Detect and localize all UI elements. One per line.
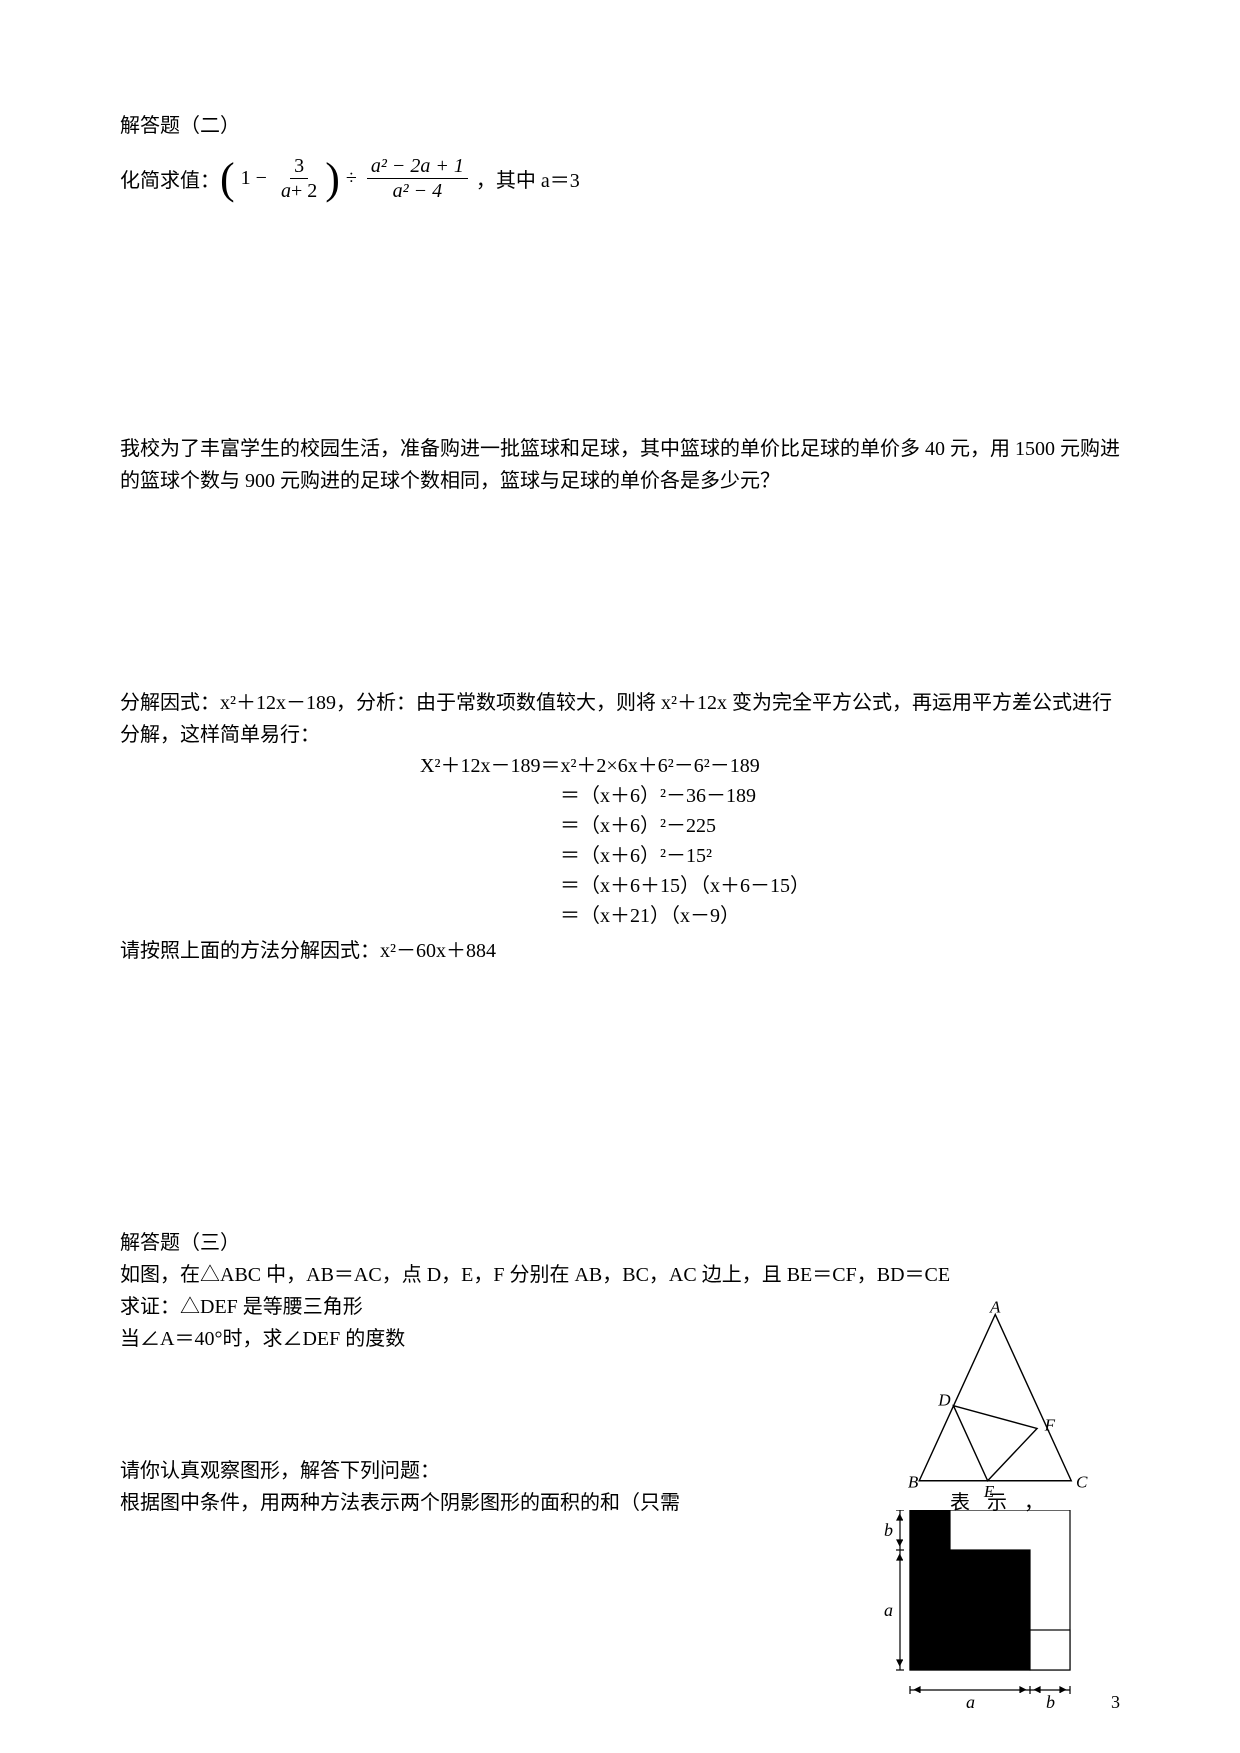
sq-lbl-b1: b <box>884 1520 893 1540</box>
q3-ask: 请按照上面的方法分解因式：x²－60x＋884 <box>120 935 1120 967</box>
q1-expression: 化简求值： ( 1 − 3 a+ 2 ) ÷ a² − 2a + 1 a² − … <box>120 154 1120 203</box>
q1-frac2-num: a² − 2a + 1 <box>367 154 468 179</box>
q1-suffix: ，其中 a＝3 <box>476 164 580 193</box>
figure-square: b a a b <box>870 1510 1100 1725</box>
q3-line2: ＝（x＋6）²－36－189 <box>120 781 1120 811</box>
s3-line5a: 根据图中条件，用两种方法表示两个阴影图形的面积的和（只需 <box>120 1492 680 1514</box>
q1-frac1: 3 a+ 2 <box>277 154 321 203</box>
q1-div: ÷ <box>346 167 357 190</box>
q3-line5: ＝（x＋6＋15）（x＋6－15） <box>120 871 1120 901</box>
sq-lbl-a1: a <box>884 1600 893 1620</box>
figure-triangle: A B C D F E <box>905 1300 1095 1505</box>
sq-lbl-b2: b <box>1046 1692 1055 1712</box>
q3-intro: 分解因式：x²＋12x－189，分析：由于常数项数值较大，则将 x²＋12x 变… <box>120 687 1120 751</box>
s3-line1: 如图，在△ABC 中，AB＝AC，点 D，E，F 分别在 AB，BC，AC 边上… <box>120 1259 1120 1291</box>
q3-line6: ＝（x＋21）（x－9） <box>120 901 1120 931</box>
q1-frac2-den: a² − 4 <box>389 179 447 203</box>
q2-text: 我校为了丰富学生的校园生活，准备购进一批篮球和足球，其中篮球的单价比足球的单价多… <box>120 433 1120 497</box>
lbl-F: F <box>1044 1415 1056 1434</box>
q1-frac1-den: a+ 2 <box>277 179 321 203</box>
lbl-B: B <box>908 1472 919 1491</box>
lbl-D: D <box>937 1391 951 1410</box>
lbl-C: C <box>1076 1472 1088 1491</box>
paren-right: ) <box>325 157 340 201</box>
lbl-E: E <box>983 1482 995 1500</box>
q1-prefix: 化简求值： <box>120 164 220 193</box>
q1-frac1-num: 3 <box>290 154 308 179</box>
page-number: 3 <box>1111 1692 1120 1713</box>
q3-line3: ＝（x＋6）²－225 <box>120 811 1120 841</box>
q1-frac2: a² − 2a + 1 a² − 4 <box>367 154 468 203</box>
lbl-A: A <box>989 1300 1001 1317</box>
section2-title: 解答题（二） <box>120 110 1120 142</box>
paren-left: ( <box>220 157 235 201</box>
q1-one: 1 − <box>241 167 267 190</box>
section3-title: 解答题（三） <box>120 1227 1120 1259</box>
q3-line4: ＝（x＋6）²－15² <box>120 841 1120 871</box>
q3-line1: X²＋12x－189＝x²＋2×6x＋6²－6²－189 <box>120 751 1120 781</box>
sq-lbl-a2: a <box>966 1692 975 1712</box>
